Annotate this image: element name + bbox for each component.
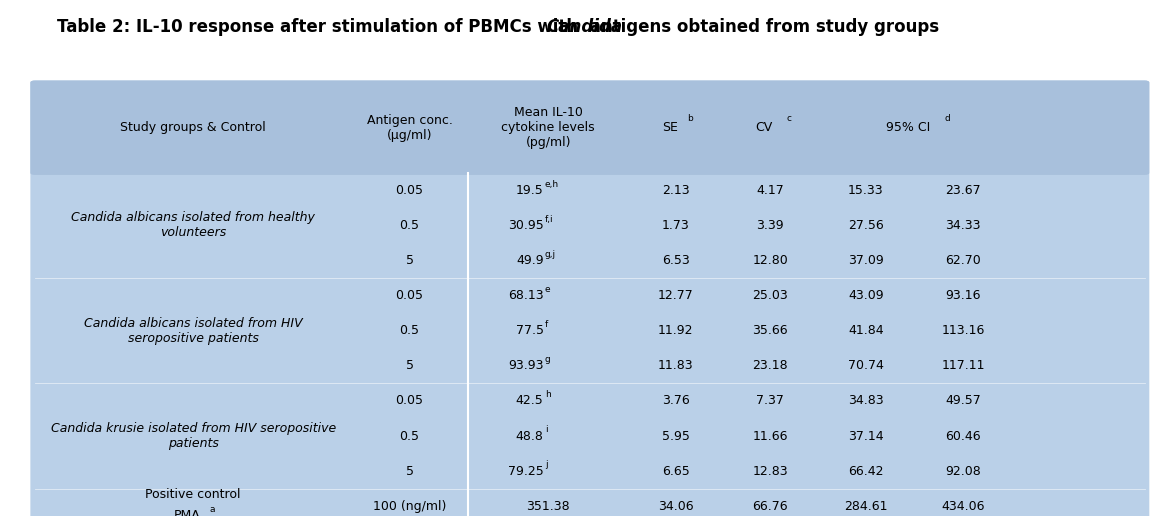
Text: 68.13: 68.13 bbox=[508, 289, 543, 302]
Text: 43.09: 43.09 bbox=[848, 289, 884, 302]
Text: 48.8: 48.8 bbox=[516, 429, 543, 443]
Text: 2.13: 2.13 bbox=[662, 184, 689, 197]
Text: 93.93: 93.93 bbox=[508, 359, 543, 373]
Text: 35.66: 35.66 bbox=[752, 324, 788, 337]
Text: Candida albicans isolated from healthy
volunteers: Candida albicans isolated from healthy v… bbox=[71, 212, 315, 239]
Text: 66.42: 66.42 bbox=[848, 464, 884, 478]
Text: 23.18: 23.18 bbox=[752, 359, 788, 373]
Text: 0.5: 0.5 bbox=[399, 219, 419, 232]
Text: 37.14: 37.14 bbox=[848, 429, 884, 443]
Text: 100 (ng/ml): 100 (ng/ml) bbox=[373, 499, 446, 513]
Text: 34.33: 34.33 bbox=[945, 219, 981, 232]
Text: 12.80: 12.80 bbox=[752, 254, 788, 267]
Text: 49.57: 49.57 bbox=[945, 394, 981, 408]
Text: 3.76: 3.76 bbox=[662, 394, 690, 408]
Text: j: j bbox=[544, 460, 548, 470]
Text: 4.17: 4.17 bbox=[756, 184, 784, 197]
Text: 1.73: 1.73 bbox=[662, 219, 690, 232]
Text: 37.09: 37.09 bbox=[848, 254, 884, 267]
Text: 30.95: 30.95 bbox=[508, 219, 543, 232]
Text: 41.84: 41.84 bbox=[848, 324, 884, 337]
Text: 117.11: 117.11 bbox=[941, 359, 985, 373]
Text: 92.08: 92.08 bbox=[945, 464, 981, 478]
Text: 7.37: 7.37 bbox=[756, 394, 784, 408]
Text: d: d bbox=[944, 114, 950, 123]
Text: 34.06: 34.06 bbox=[658, 499, 694, 513]
Text: Study groups & Control: Study groups & Control bbox=[120, 121, 266, 134]
Text: 12.83: 12.83 bbox=[752, 464, 788, 478]
Text: b: b bbox=[687, 114, 693, 123]
Text: 5: 5 bbox=[405, 254, 413, 267]
Text: 11.92: 11.92 bbox=[658, 324, 694, 337]
Text: e: e bbox=[544, 285, 550, 294]
Text: 19.5: 19.5 bbox=[516, 184, 543, 197]
Text: 0.05: 0.05 bbox=[396, 289, 424, 302]
Text: 0.5: 0.5 bbox=[399, 324, 419, 337]
Text: f: f bbox=[544, 320, 548, 329]
Text: Positive control: Positive control bbox=[145, 488, 241, 502]
Text: 70.74: 70.74 bbox=[848, 359, 884, 373]
Text: c: c bbox=[786, 114, 792, 123]
Text: 34.83: 34.83 bbox=[848, 394, 884, 408]
Text: f,i: f,i bbox=[544, 215, 554, 224]
FancyBboxPatch shape bbox=[30, 80, 1149, 516]
Text: a: a bbox=[209, 505, 215, 514]
Text: 62.70: 62.70 bbox=[945, 254, 981, 267]
Text: Mean IL-10
cytokine levels
(pg/ml): Mean IL-10 cytokine levels (pg/ml) bbox=[501, 106, 595, 149]
Text: 6.65: 6.65 bbox=[662, 464, 690, 478]
Text: 60.46: 60.46 bbox=[945, 429, 981, 443]
Text: 6.53: 6.53 bbox=[662, 254, 690, 267]
Text: Antigen conc.
(µg/ml): Antigen conc. (µg/ml) bbox=[367, 114, 452, 142]
Text: 5: 5 bbox=[405, 464, 413, 478]
Text: 77.5: 77.5 bbox=[515, 324, 543, 337]
Text: 93.16: 93.16 bbox=[945, 289, 981, 302]
Text: 27.56: 27.56 bbox=[848, 219, 884, 232]
Text: Table 2: IL-10 response after stimulation of PBMCs with: Table 2: IL-10 response after stimulatio… bbox=[57, 18, 584, 36]
Text: 113.16: 113.16 bbox=[941, 324, 985, 337]
Text: 351.38: 351.38 bbox=[527, 499, 570, 513]
Text: 79.25: 79.25 bbox=[508, 464, 543, 478]
Text: Candida albicans isolated from HIV
seropositive patients: Candida albicans isolated from HIV serop… bbox=[84, 317, 303, 345]
Text: 11.66: 11.66 bbox=[752, 429, 788, 443]
Text: g,j: g,j bbox=[544, 250, 556, 259]
Text: 25.03: 25.03 bbox=[752, 289, 788, 302]
Text: 0.05: 0.05 bbox=[396, 394, 424, 408]
Text: PMA: PMA bbox=[174, 509, 201, 516]
Text: 11.83: 11.83 bbox=[658, 359, 694, 373]
Text: 49.9: 49.9 bbox=[516, 254, 543, 267]
Text: 95% CI: 95% CI bbox=[887, 121, 931, 134]
FancyBboxPatch shape bbox=[30, 80, 1149, 175]
Text: 0.05: 0.05 bbox=[396, 184, 424, 197]
Text: i: i bbox=[544, 425, 548, 434]
Text: antigens obtained from study groups: antigens obtained from study groups bbox=[584, 18, 939, 36]
Text: CV: CV bbox=[756, 121, 773, 134]
Text: 66.76: 66.76 bbox=[752, 499, 788, 513]
Text: 15.33: 15.33 bbox=[848, 184, 884, 197]
Text: h: h bbox=[544, 390, 550, 399]
Text: 42.5: 42.5 bbox=[516, 394, 543, 408]
Text: 5.95: 5.95 bbox=[662, 429, 690, 443]
Text: Candida krusie isolated from HIV seropositive
patients: Candida krusie isolated from HIV seropos… bbox=[50, 422, 335, 450]
Text: 23.67: 23.67 bbox=[945, 184, 981, 197]
Text: SE: SE bbox=[662, 121, 677, 134]
Text: 5: 5 bbox=[405, 359, 413, 373]
Text: 3.39: 3.39 bbox=[757, 219, 784, 232]
Text: 284.61: 284.61 bbox=[844, 499, 888, 513]
Text: 12.77: 12.77 bbox=[658, 289, 694, 302]
Text: 434.06: 434.06 bbox=[941, 499, 985, 513]
Text: Candida: Candida bbox=[545, 18, 623, 36]
Text: e,h: e,h bbox=[544, 180, 558, 189]
Text: 0.5: 0.5 bbox=[399, 429, 419, 443]
Text: g: g bbox=[544, 355, 550, 364]
